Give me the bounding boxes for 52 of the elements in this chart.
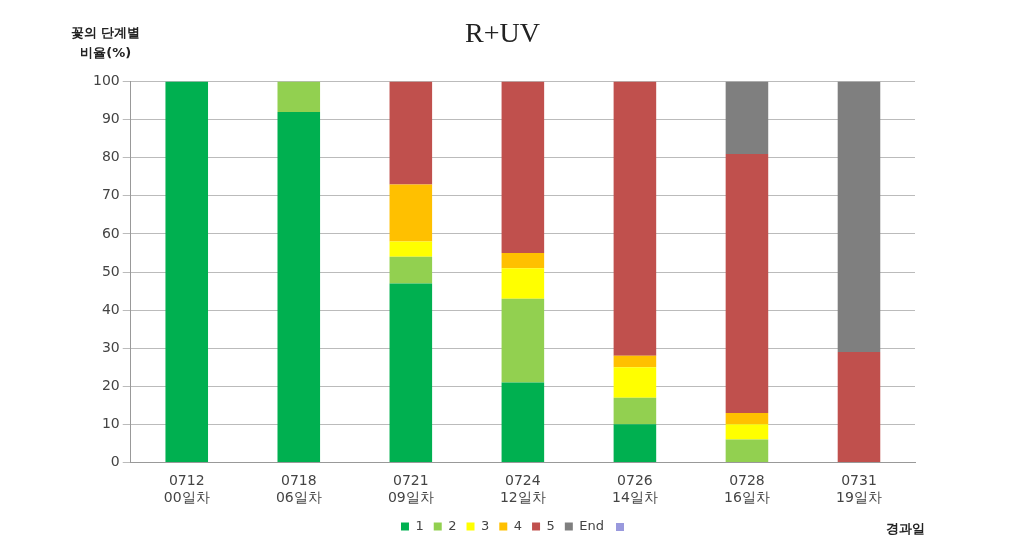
bar bbox=[501, 268, 545, 299]
bar bbox=[389, 241, 433, 257]
bar bbox=[837, 351, 881, 462]
chart-title: R+UV bbox=[465, 17, 540, 49]
y-tick-label: 40 bbox=[101, 300, 120, 317]
legend-label: 4 bbox=[513, 517, 523, 533]
bar bbox=[613, 397, 657, 425]
x-axis-title: 경과일 bbox=[886, 521, 925, 537]
legend-label: 5 bbox=[546, 517, 555, 533]
bar bbox=[165, 81, 209, 462]
bar bbox=[613, 424, 657, 462]
y-tick-label: 80 bbox=[101, 148, 120, 165]
bar bbox=[613, 81, 657, 356]
x-tick-label: 0728 16일차 bbox=[724, 472, 770, 506]
y-tick-label: 50 bbox=[101, 262, 120, 279]
bar bbox=[501, 382, 545, 462]
bar bbox=[277, 81, 321, 113]
bar bbox=[389, 283, 433, 462]
x-tick-label: 0724 12일차 bbox=[499, 472, 546, 506]
y-tick-label: 90 bbox=[101, 110, 120, 127]
bar bbox=[725, 412, 769, 425]
bar bbox=[613, 367, 657, 398]
y-tick-label: 10 bbox=[101, 414, 120, 431]
x-tick-label: 0712 00일차 bbox=[163, 472, 210, 506]
x-tick-label: 0721 09일차 bbox=[387, 472, 434, 506]
bar bbox=[837, 81, 881, 352]
x-tick-label: 0718 06일차 bbox=[275, 472, 322, 506]
legend-label: End bbox=[579, 517, 605, 533]
y-tick-label: 70 bbox=[101, 186, 120, 203]
x-tick-label: 0731 19일차 bbox=[836, 472, 882, 506]
y-tick-label: 20 bbox=[101, 376, 120, 393]
bar bbox=[613, 355, 657, 368]
bar bbox=[725, 439, 769, 462]
bar bbox=[389, 184, 433, 242]
y-tick-label: 100 bbox=[92, 72, 120, 89]
y-tick-label: 60 bbox=[101, 224, 120, 241]
legend-label: 2 bbox=[448, 517, 457, 533]
y-tick-label: 0 bbox=[110, 453, 120, 470]
bar bbox=[389, 256, 433, 284]
bar bbox=[501, 298, 545, 383]
legend-label: 3 bbox=[481, 517, 490, 533]
legend-label: 1 bbox=[415, 517, 424, 533]
bar bbox=[501, 252, 545, 269]
bar bbox=[277, 112, 321, 462]
y-axis-title: 꽃의 단계별 비율(%) bbox=[70, 25, 141, 61]
bar bbox=[725, 81, 769, 154]
bar bbox=[725, 153, 769, 413]
y-tick-label: 30 bbox=[101, 338, 120, 355]
bar bbox=[501, 81, 545, 253]
bar bbox=[725, 424, 769, 440]
bar bbox=[389, 81, 433, 185]
x-tick-label: 0726 14일차 bbox=[611, 472, 658, 506]
